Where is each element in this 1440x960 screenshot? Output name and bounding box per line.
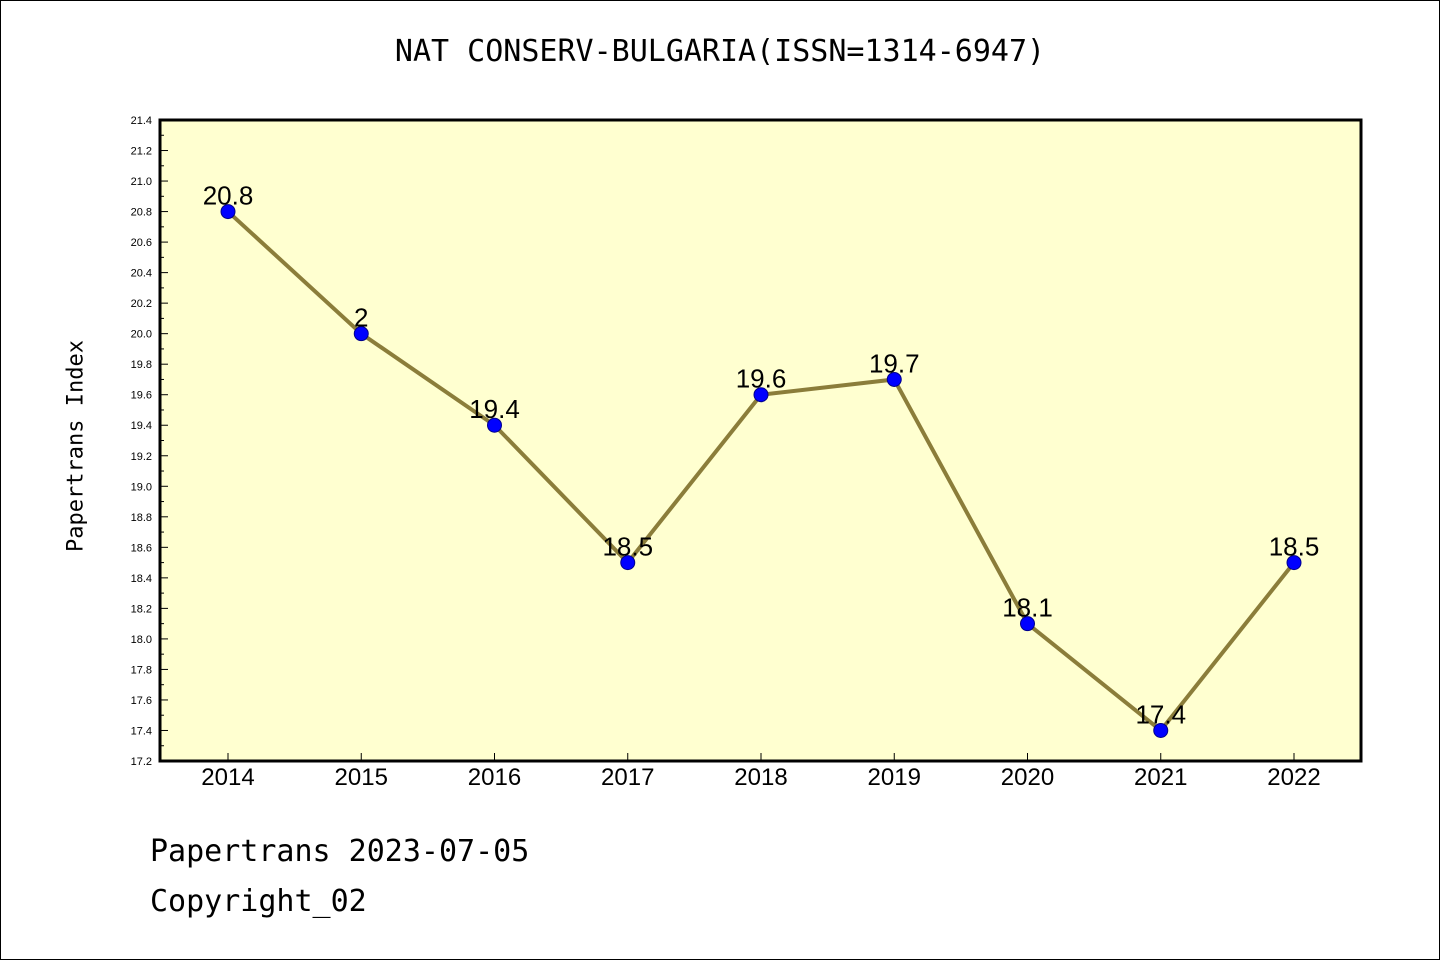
x-tick-label: 2017 <box>601 764 654 791</box>
y-tick-label: 20.2 <box>131 298 152 310</box>
x-tick-label: 2016 <box>468 764 521 791</box>
y-tick-label: 20.0 <box>131 329 152 341</box>
data-point <box>353 326 369 342</box>
y-tick-label: 18.2 <box>131 603 152 615</box>
y-tick-label: 19.8 <box>131 359 152 371</box>
y-tick-label: 21.4 <box>131 115 152 127</box>
x-tick-label: 2022 <box>1267 764 1320 791</box>
x-tick-label: 2020 <box>1001 764 1054 791</box>
y-tick-label: 17.4 <box>131 725 152 737</box>
x-tick-label: 2021 <box>1134 764 1187 791</box>
plot-border <box>158 118 1363 763</box>
data-label: 19.7 <box>869 348 920 378</box>
y-tick-label: 21.0 <box>131 176 152 188</box>
y-tick-label: 21.2 <box>131 146 152 158</box>
y-tick-label: 20.4 <box>131 268 152 280</box>
data-label: 2 <box>354 303 368 333</box>
data-label: 18.5 <box>1269 532 1320 562</box>
data-label: 19.6 <box>736 364 787 394</box>
footer-date: Papertrans 2023-07-05 <box>150 834 530 869</box>
data-point <box>1286 555 1302 571</box>
data-label: 19.4 <box>469 394 520 424</box>
data-label: 18.1 <box>1002 593 1053 623</box>
data-point <box>1153 722 1169 738</box>
footer-copyright: Copyright_02 <box>150 884 367 919</box>
plot-area <box>160 120 1361 761</box>
data-point <box>220 204 236 220</box>
y-tick-label: 19.4 <box>131 420 152 432</box>
data-point <box>1020 616 1035 632</box>
data-point <box>753 387 769 403</box>
data-label: 17.4 <box>1135 699 1186 729</box>
y-tick-label: 19.2 <box>131 451 152 463</box>
x-tick-label: 2018 <box>734 764 787 791</box>
data-label: 18.5 <box>602 532 653 562</box>
data-label: 20.8 <box>203 181 254 211</box>
x-tick-label: 2019 <box>868 764 921 791</box>
x-tick-label: 2014 <box>201 764 254 791</box>
data-points <box>220 204 1302 738</box>
data-point <box>620 555 636 571</box>
y-tick-label: 20.8 <box>131 207 152 219</box>
y-tick-label: 17.6 <box>131 695 152 707</box>
y-tick-label: 20.6 <box>131 237 152 249</box>
x-axis-ticks: 2014 2015 2016 2017 2018 2019 2020 2021 2022 <box>201 753 1321 791</box>
data-point <box>886 371 902 387</box>
y-tick-label: 18.8 <box>131 512 152 524</box>
y-tick-label: 18.0 <box>131 634 152 646</box>
y-tick-label: 17.2 <box>131 756 152 768</box>
x-tick-label: 2015 <box>335 764 388 791</box>
data-point <box>487 417 502 433</box>
data-labels: 20.8 2 19.4 18.5 19.6 19.7 18.1 17.4 18.5 <box>203 181 1320 730</box>
y-tick-label: 17.8 <box>131 664 152 676</box>
y-axis-ticks: 17.2 17.4 17.6 17.8 18.0 18.2 18.4 18.6 18.8 19.0… <box>131 115 168 768</box>
y-tick-label: 18.6 <box>131 542 152 554</box>
y-tick-label: 18.4 <box>131 573 152 585</box>
y-tick-label: 19.6 <box>131 390 152 402</box>
y-tick-label: 19.0 <box>131 481 152 493</box>
chart-title: NAT CONSERV-BULGARIA(ISSN=1314-6947) <box>394 34 1046 69</box>
